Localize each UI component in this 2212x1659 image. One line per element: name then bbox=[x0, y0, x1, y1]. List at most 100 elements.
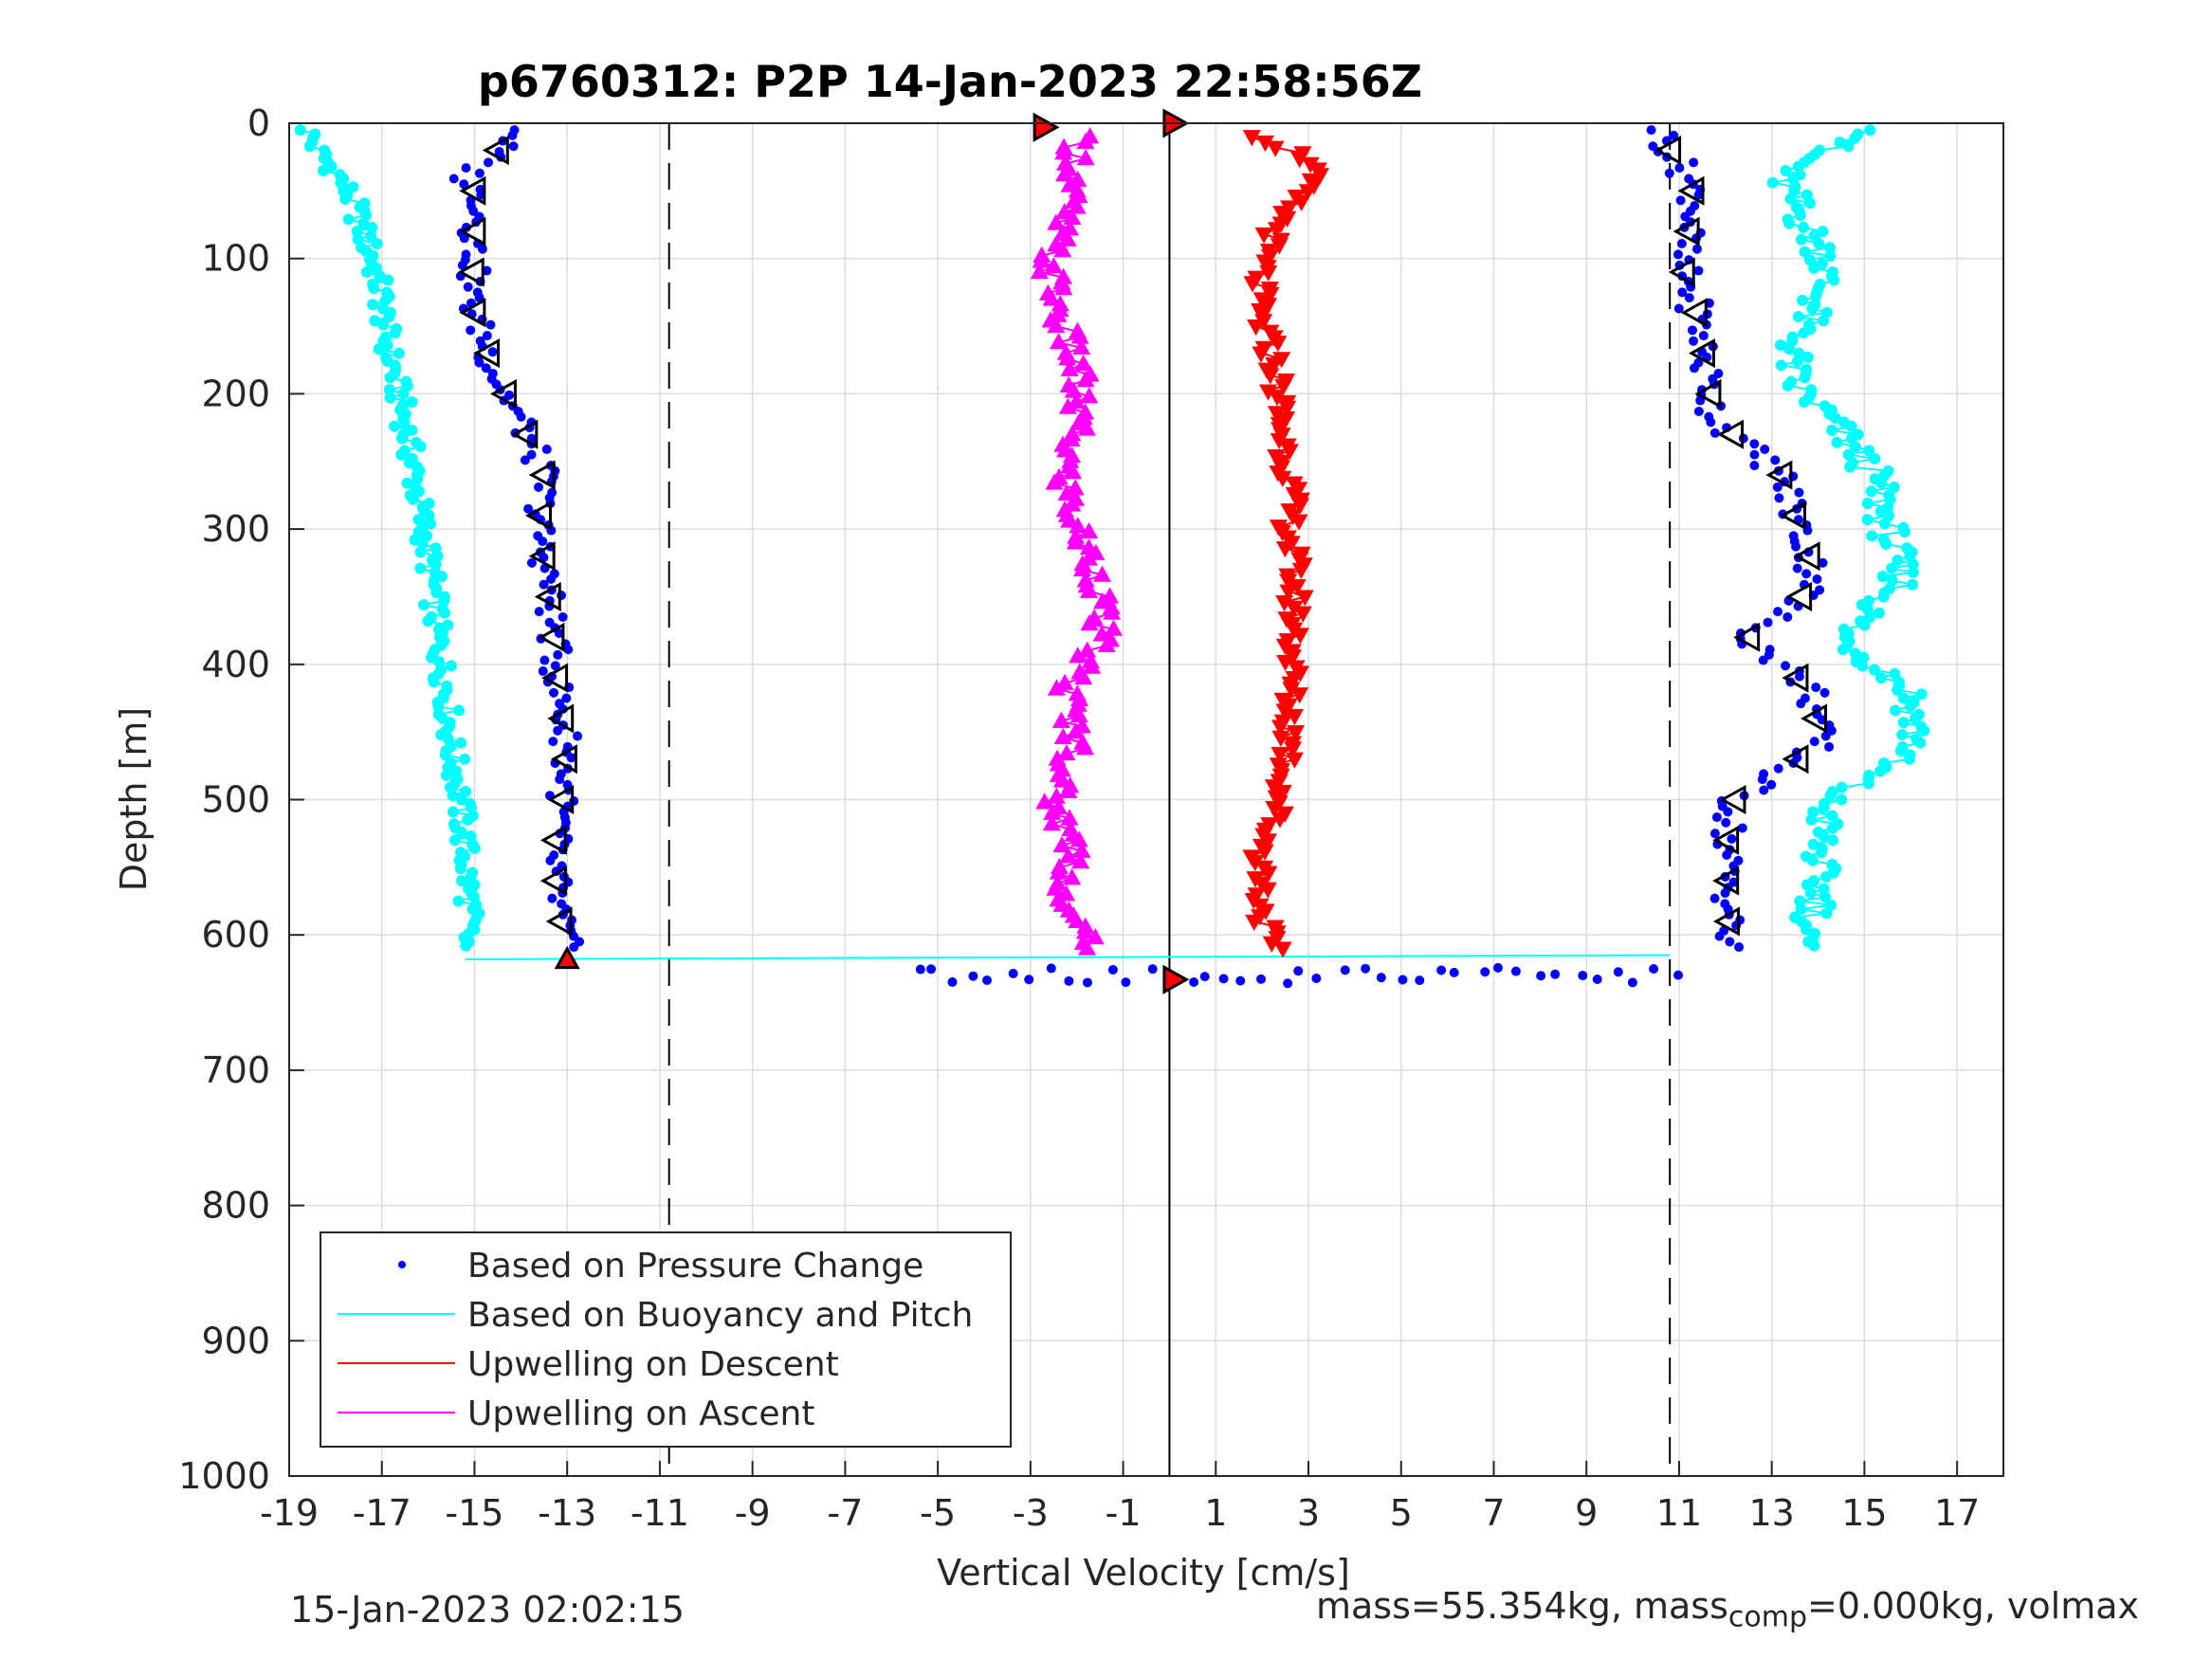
red-marker bbox=[1273, 941, 1292, 958]
red-marker bbox=[1267, 222, 1287, 239]
blue-point bbox=[926, 964, 937, 975]
red-marker bbox=[1274, 378, 1293, 395]
cyan-point bbox=[1875, 477, 1888, 489]
blue-point bbox=[1693, 265, 1704, 276]
blue-point bbox=[1759, 785, 1769, 795]
data-layer bbox=[294, 108, 1930, 994]
y-tick-label: 200 bbox=[201, 373, 270, 414]
magenta-marker bbox=[1076, 132, 1095, 150]
marker-triangle bbox=[489, 378, 517, 409]
blue-point bbox=[1711, 812, 1722, 823]
y-tick-label: 100 bbox=[201, 238, 270, 280]
marker-triangle bbox=[511, 419, 539, 449]
marker-triangle bbox=[545, 906, 573, 937]
blue-point bbox=[1693, 190, 1704, 200]
cyan-point bbox=[1783, 217, 1796, 229]
cyan-point bbox=[342, 213, 355, 226]
x-tick-label: -5 bbox=[920, 1492, 956, 1534]
cyan-point bbox=[1875, 672, 1888, 684]
magenta-marker bbox=[1054, 279, 1073, 296]
magenta-marker bbox=[1059, 847, 1078, 864]
magenta-marker bbox=[1052, 771, 1071, 788]
magenta-marker bbox=[1047, 787, 1066, 804]
cyan-point bbox=[1864, 611, 1876, 623]
blue-point bbox=[1627, 977, 1637, 988]
blue-point bbox=[982, 975, 993, 985]
magenta-marker bbox=[1063, 868, 1082, 885]
blue-point bbox=[1646, 125, 1656, 136]
magenta-marker bbox=[1060, 359, 1079, 376]
cyan-point bbox=[1808, 262, 1820, 274]
red-marker bbox=[1245, 914, 1264, 932]
cyan-point bbox=[455, 875, 467, 887]
blue-point bbox=[487, 347, 498, 357]
cyan-point bbox=[455, 826, 467, 838]
blue-point bbox=[1673, 970, 1684, 980]
cyan-point bbox=[1865, 485, 1877, 498]
cyan-point bbox=[397, 388, 410, 400]
blue-point bbox=[1796, 699, 1806, 709]
magenta-marker bbox=[1072, 337, 1091, 355]
blue-point bbox=[1758, 655, 1768, 665]
cyan-point bbox=[459, 753, 471, 765]
blue-point bbox=[1757, 775, 1767, 785]
red-marker bbox=[1252, 346, 1271, 363]
magenta-marker bbox=[1068, 911, 1087, 929]
cyan-point bbox=[1888, 481, 1900, 493]
legend-swatch bbox=[398, 1261, 406, 1268]
cyan-point bbox=[406, 424, 418, 436]
blue-point bbox=[526, 449, 537, 460]
blue-point bbox=[1218, 974, 1229, 984]
cyan-point bbox=[339, 192, 352, 205]
cyan-point bbox=[1826, 810, 1838, 822]
blue-point bbox=[539, 579, 549, 590]
magenta-marker bbox=[1045, 473, 1064, 490]
x-tick-label: -7 bbox=[827, 1492, 863, 1534]
blue-point bbox=[1235, 975, 1246, 986]
cyan-point bbox=[1907, 566, 1919, 578]
blue-point bbox=[1725, 937, 1735, 947]
cyan-point bbox=[422, 615, 434, 628]
blue-point bbox=[1256, 974, 1267, 984]
red-marker bbox=[1247, 319, 1266, 337]
red-marker bbox=[1290, 628, 1309, 645]
marker-triangle bbox=[1801, 703, 1827, 734]
blue-point bbox=[1449, 967, 1459, 977]
cyan-point bbox=[414, 441, 427, 453]
blue-point bbox=[1772, 482, 1782, 492]
x-tick-label: -1 bbox=[1106, 1492, 1142, 1534]
blue-point bbox=[1749, 449, 1760, 460]
cyan-point bbox=[1904, 701, 1916, 713]
y-tick-label: 300 bbox=[201, 508, 270, 550]
red-marker bbox=[1273, 470, 1292, 487]
cyan-point bbox=[395, 432, 408, 445]
blue-point bbox=[534, 482, 544, 492]
cyan-point bbox=[1805, 813, 1818, 826]
red-marker bbox=[1255, 844, 1274, 861]
y-tick-label: 800 bbox=[201, 1185, 270, 1227]
cyan-point bbox=[384, 372, 396, 384]
cyan-point bbox=[1834, 136, 1846, 148]
cyan-point bbox=[1877, 591, 1890, 603]
magenta-marker bbox=[1069, 830, 1088, 848]
cyan-point bbox=[294, 124, 306, 137]
blue-point bbox=[1687, 325, 1697, 336]
blue-point bbox=[526, 557, 537, 568]
blue-point bbox=[1722, 850, 1732, 861]
cyan-point bbox=[414, 562, 427, 574]
blue-point bbox=[1720, 887, 1730, 898]
cyan-point bbox=[1801, 351, 1814, 363]
cyan-point bbox=[462, 813, 474, 826]
blue-point bbox=[1782, 611, 1793, 622]
marker-triangle bbox=[1733, 622, 1761, 652]
blue-point bbox=[1283, 978, 1293, 989]
blue-point bbox=[1773, 763, 1783, 774]
marker-triangle bbox=[473, 338, 501, 369]
cyan-point bbox=[1831, 436, 1843, 448]
red-marker bbox=[1259, 264, 1278, 283]
marker-triangle bbox=[1782, 744, 1809, 775]
magenta-marker bbox=[1092, 625, 1111, 642]
blue-point bbox=[1691, 244, 1702, 254]
cyan-point bbox=[1896, 729, 1909, 741]
cyan-point bbox=[1792, 311, 1804, 323]
